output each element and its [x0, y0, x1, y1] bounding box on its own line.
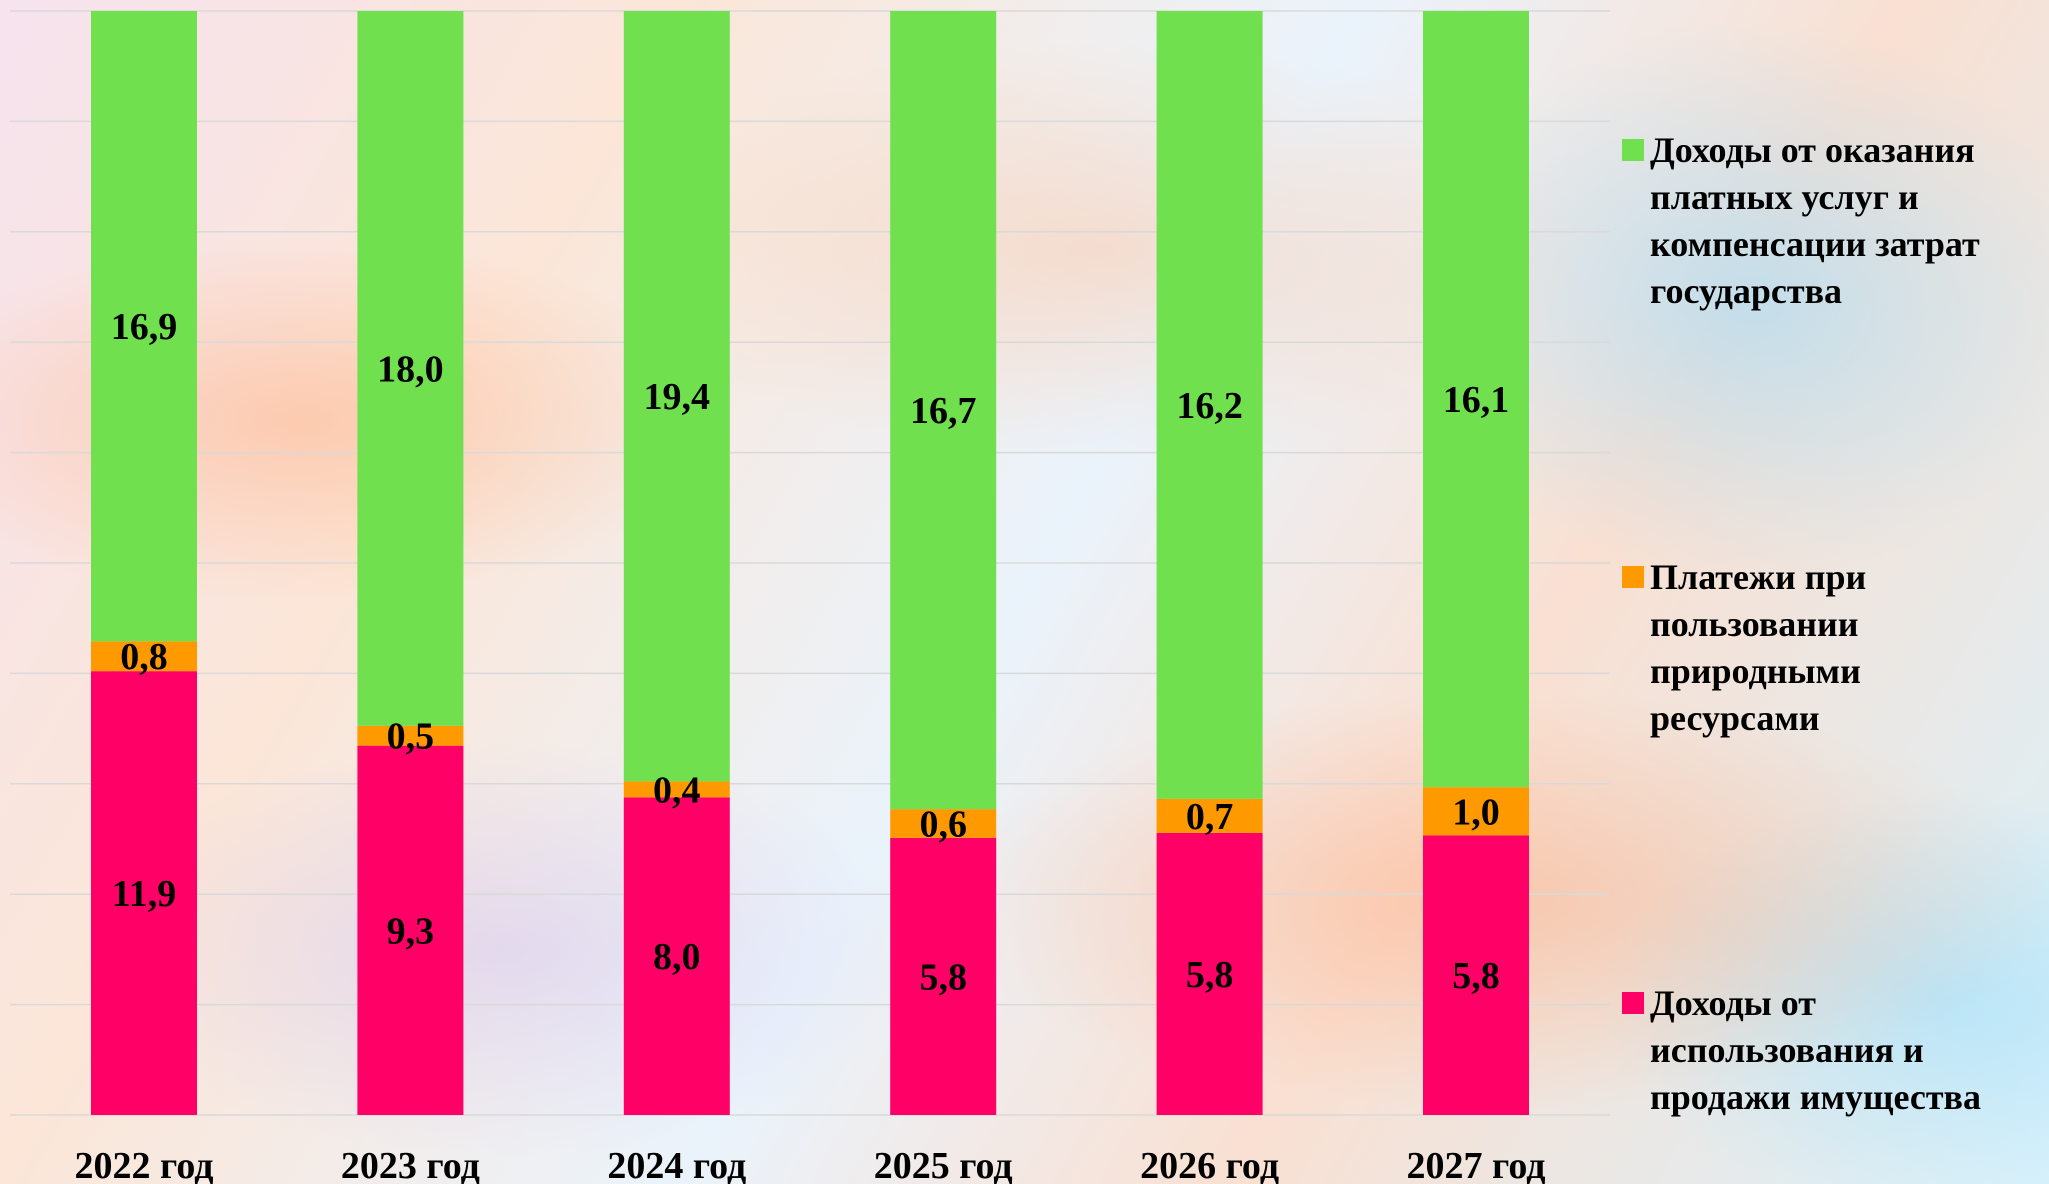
x-tick-label: 2026 год — [1140, 1145, 1279, 1184]
data-label: 8,0 — [653, 936, 701, 978]
bar-segment — [1156, 798, 1263, 833]
legend-label-property: Доходы от использования и продажи имущес… — [1650, 983, 1981, 1117]
data-label: 16,2 — [1176, 385, 1243, 427]
data-label: 0,8 — [120, 636, 168, 678]
x-tick-label: 2023 год — [341, 1145, 480, 1184]
x-tick-label: 2025 год — [874, 1145, 1013, 1184]
data-label: 5,8 — [919, 956, 967, 998]
legend-swatch-services — [1622, 139, 1644, 161]
legend-swatch-natural-resources — [1622, 566, 1644, 588]
data-label: 9,3 — [387, 910, 435, 952]
bar-segment — [890, 809, 997, 838]
bar-segment — [1156, 832, 1263, 1115]
bar-segment — [357, 11, 464, 726]
bar-segment — [1423, 11, 1529, 788]
bar-segment — [623, 797, 730, 1115]
x-tick-label: 2024 год — [607, 1145, 746, 1184]
x-axis-tick-labels: 2022 год 2023 год 2024 год 2025 год 2026 год… — [75, 1145, 1546, 1184]
data-label: 0,4 — [653, 769, 701, 811]
legend-swatch-property — [1622, 992, 1644, 1014]
data-label: 11,9 — [112, 873, 176, 915]
data-label: 18,0 — [377, 348, 444, 390]
bar-segment — [1423, 835, 1529, 1115]
data-labels: 11,9 0,8 16,9 9,3 0,5 18,0 8,0 0,4 19,4 5,8 0,6 16,… — [111, 306, 1510, 998]
data-label: 1,0 — [1452, 791, 1500, 833]
bar-segment — [890, 837, 997, 1115]
bar-segment — [91, 671, 197, 1115]
data-label: 16,9 — [111, 306, 178, 348]
data-label: 16,1 — [1443, 379, 1510, 421]
legend-item-property: Доходы от использования и продажи имущес… — [1622, 980, 1981, 1121]
bar-segment — [91, 11, 197, 642]
bar-segment — [1423, 787, 1529, 836]
legend-item-natural-resources: Платежи при пользовании природными ресур… — [1622, 554, 1866, 742]
legend-item-services: Доходы от оказания платных услуг и компе… — [1622, 127, 1980, 315]
bar-segment — [357, 725, 464, 746]
data-label: 19,4 — [644, 376, 711, 418]
data-label: 5,8 — [1452, 955, 1500, 997]
data-label: 0,5 — [387, 716, 435, 758]
x-tick-label: 2027 год — [1407, 1145, 1546, 1184]
bar-segment — [91, 641, 197, 672]
gridlines — [10, 10, 1610, 1116]
bar-segment — [623, 781, 730, 798]
bar-segment — [1156, 11, 1263, 799]
x-tick-label: 2022 год — [75, 1145, 214, 1184]
data-label: 0,7 — [1186, 796, 1234, 838]
data-label: 5,8 — [1186, 954, 1234, 996]
bar-segment — [623, 11, 730, 782]
data-label: 0,6 — [919, 803, 967, 845]
legend-label-services: Доходы от оказания платных услуг и компе… — [1650, 130, 1980, 311]
bar-segment — [890, 11, 997, 810]
bars — [91, 11, 1529, 1115]
legend-label-natural-resources: Платежи при пользовании природными ресур… — [1650, 557, 1867, 738]
bar-segment — [357, 745, 464, 1115]
data-label: 16,7 — [910, 390, 977, 432]
